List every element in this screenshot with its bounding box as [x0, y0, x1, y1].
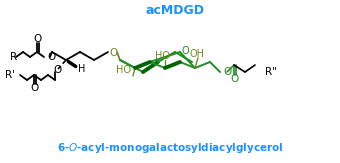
Text: HO: HO	[116, 65, 131, 75]
Text: HO: HO	[155, 51, 170, 61]
Text: O: O	[231, 74, 239, 84]
Text: R': R'	[5, 70, 15, 80]
Text: O: O	[33, 34, 41, 44]
Text: O: O	[30, 83, 39, 93]
Text: 6-$\it{O}$-acyl-monogalactosyldiacylglycerol: 6-$\it{O}$-acyl-monogalactosyldiacylglyc…	[57, 141, 283, 155]
Text: O: O	[47, 52, 55, 62]
Text: O: O	[182, 46, 190, 56]
Text: H: H	[78, 64, 86, 74]
Text: acMDGD: acMDGD	[146, 3, 204, 16]
Text: O: O	[223, 67, 231, 77]
Text: R": R"	[265, 67, 277, 77]
Text: O: O	[53, 65, 61, 75]
Text: R: R	[10, 52, 17, 62]
Text: OH: OH	[189, 49, 204, 59]
Text: O: O	[109, 48, 117, 58]
